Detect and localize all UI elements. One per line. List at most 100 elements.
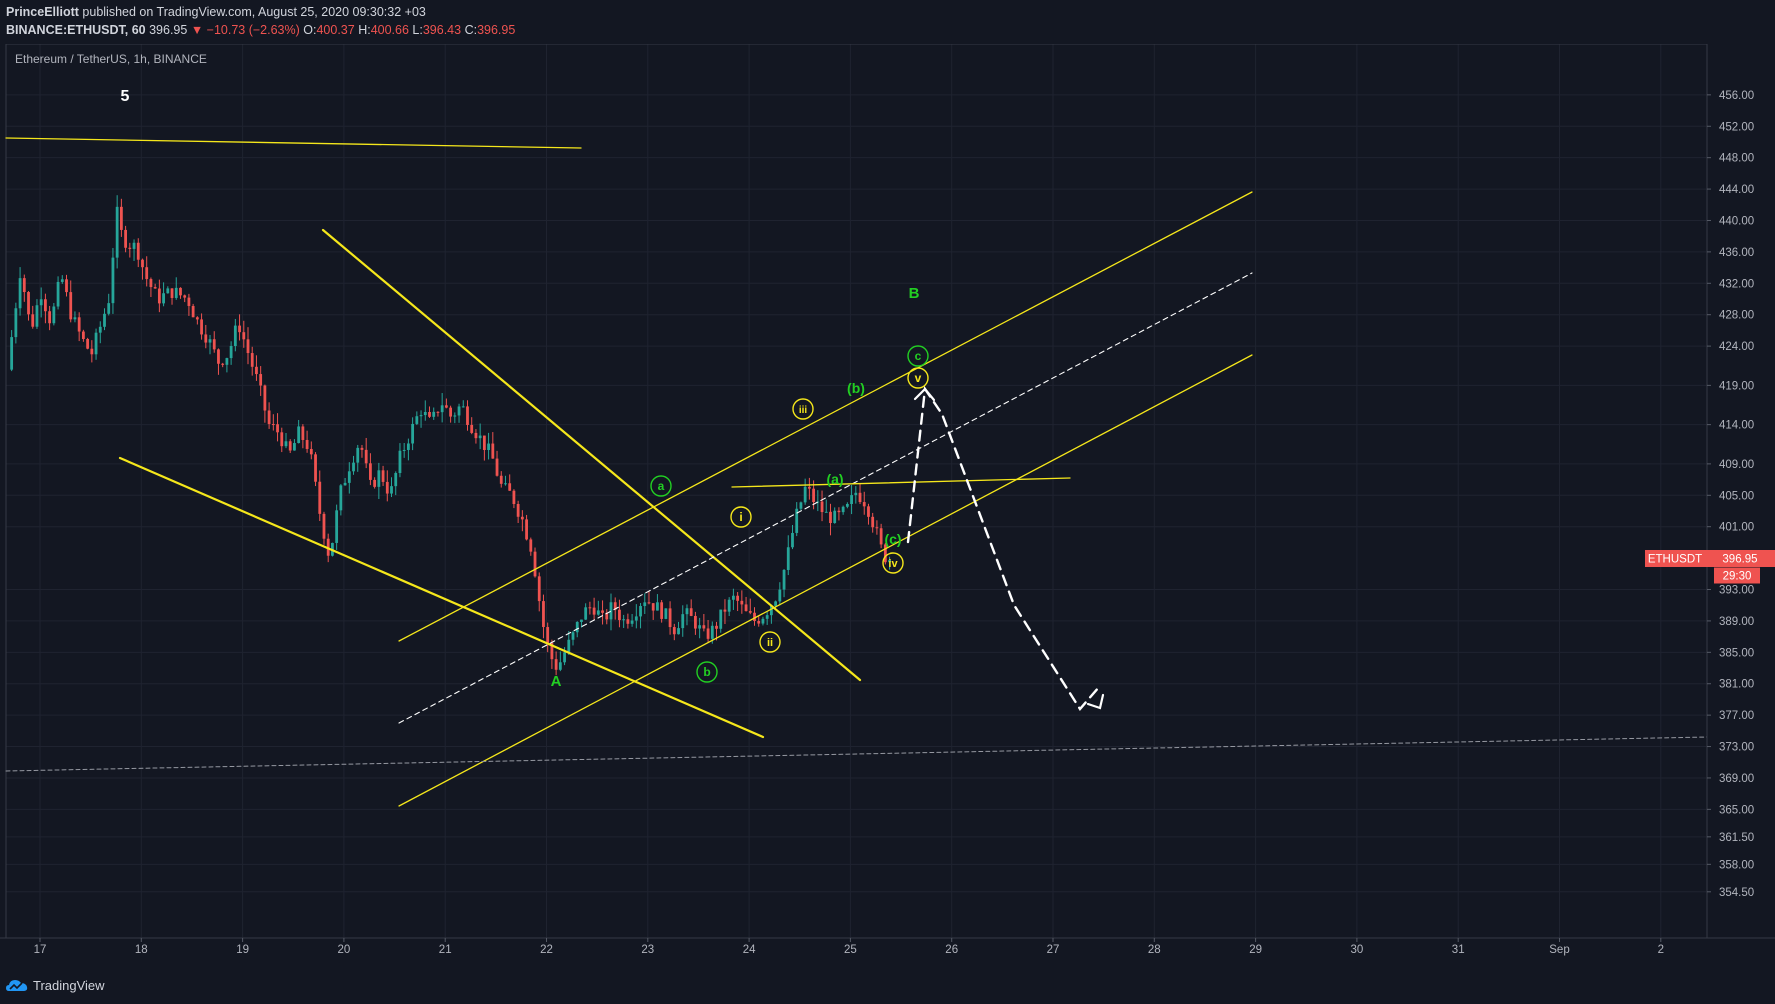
candle-body <box>187 297 191 306</box>
candle-body <box>596 610 600 615</box>
candle-body <box>69 292 73 320</box>
price-tick-label: 448.00 <box>1719 153 1754 165</box>
low-label: L: <box>412 23 423 37</box>
candle-body <box>157 288 161 304</box>
wave-circle-b[interactable]: b <box>696 661 718 683</box>
wave-circle-v[interactable]: v <box>907 367 929 389</box>
candle-body <box>73 317 77 320</box>
candle-body <box>406 443 410 450</box>
candle-body <box>554 659 558 670</box>
candle-body <box>867 506 870 517</box>
candle-body <box>297 426 301 444</box>
price-tick-label: 389.00 <box>1719 616 1754 628</box>
candle-body <box>48 311 52 324</box>
footer-bar: TradingView <box>0 970 1775 1004</box>
time-tick-label: 17 <box>34 944 47 956</box>
candle-body <box>533 551 537 577</box>
plot-frame <box>5 44 1708 939</box>
candle-body <box>715 625 718 629</box>
price-axis[interactable]: 456.00 452.00 448.00 444.00 440.00 436.00 432.… <box>1706 44 1754 938</box>
wave-circle-c-text: c <box>915 349 922 363</box>
falling-wedge-lower-line[interactable] <box>118 456 765 739</box>
wave-circle-ii[interactable]: ii <box>759 631 781 653</box>
wave-circle-iii[interactable]: iii <box>792 398 814 420</box>
time-tick-label: 21 <box>439 944 452 956</box>
candle-body <box>263 385 267 411</box>
candle-body <box>10 337 14 370</box>
channel-upper-line[interactable] <box>398 191 1253 642</box>
channel-lower-line[interactable] <box>398 354 1253 807</box>
price-tick-label: 361.50 <box>1719 832 1754 844</box>
price-chart[interactable]: Ethereum / TetherUS, 1h, BINANCE 5 A B a… <box>0 44 1775 970</box>
candle-body <box>238 325 241 333</box>
candle-body <box>824 511 828 513</box>
candle-body <box>352 462 355 472</box>
candle-body <box>217 349 220 364</box>
wave-label-paren-c[interactable]: (c) <box>884 531 901 547</box>
horizontal-level-line[interactable] <box>731 477 1071 488</box>
candle-body <box>200 319 203 335</box>
candle-body <box>457 406 461 416</box>
long-dashed-support-line[interactable] <box>5 736 1708 772</box>
time-axis[interactable]: 17 18 19 20 21 22 23 24 25 26 27 28 29 30 31 Sep 2 <box>0 937 1775 956</box>
wave-label-5[interactable]: 5 <box>121 88 130 105</box>
brand-name: TradingView <box>33 978 105 993</box>
candle-body <box>453 415 457 417</box>
wave-circle-a[interactable]: a <box>650 475 672 497</box>
channel-median-line[interactable] <box>398 272 1253 724</box>
wave-label-A[interactable]: A <box>551 673 562 690</box>
last-price-label: 396.95 <box>1722 553 1757 565</box>
candle-body <box>550 642 554 660</box>
time-tick-label: 22 <box>540 944 553 956</box>
candle-body <box>360 447 364 450</box>
candle-body <box>727 599 731 612</box>
candle-body <box>22 278 26 293</box>
candle-body <box>44 299 47 312</box>
projection-path[interactable] <box>906 385 1101 712</box>
wave-circle-i[interactable]: i <box>730 506 752 528</box>
time-tick-label: 30 <box>1351 944 1364 956</box>
candle-body <box>166 288 170 294</box>
wave-circle-c[interactable]: c <box>907 345 929 367</box>
candle-body <box>436 411 440 413</box>
price-tick-label: 424.00 <box>1719 341 1754 353</box>
candle-body <box>385 481 389 494</box>
candle-body <box>128 247 132 249</box>
price-tick-label: 405.00 <box>1719 490 1754 502</box>
falling-wedge-upper-line[interactable] <box>321 228 862 682</box>
candle-body <box>153 287 157 289</box>
candle-body <box>284 441 288 447</box>
candle-body <box>499 475 503 484</box>
candle-body <box>694 615 697 629</box>
time-tick-label: 23 <box>641 944 654 956</box>
candle-body <box>428 412 431 417</box>
wave-label-B[interactable]: B <box>909 285 920 302</box>
wave-circle-iv[interactable]: iv <box>882 552 904 574</box>
candle-body <box>883 544 887 563</box>
tradingview-logo[interactable]: TradingView <box>6 978 105 993</box>
wave-label-paren-a[interactable]: (a) <box>826 471 843 487</box>
resistance-trendline[interactable] <box>5 137 582 149</box>
last-price-tag: ETHUSDT 396.95 29:30 <box>1645 549 1775 584</box>
candle-body <box>461 406 465 408</box>
candle-body <box>347 471 351 483</box>
candle-body <box>744 604 748 612</box>
candle-body <box>343 482 347 486</box>
candle-body <box>301 426 305 440</box>
trendline-layer[interactable] <box>5 137 1708 807</box>
candle-body <box>858 492 862 503</box>
price-tick-label: 452.00 <box>1719 121 1754 133</box>
candle-body <box>191 305 195 318</box>
candle-body <box>94 332 98 355</box>
candle-body <box>516 503 520 517</box>
candle-body <box>761 618 765 624</box>
candle-body <box>466 406 469 425</box>
candle-body <box>833 510 837 524</box>
wave-label-paren-b[interactable]: (b) <box>847 380 865 396</box>
elliott-wave-labels[interactable]: 5 A B a b c i ii iii iv <box>121 88 929 690</box>
candle-body <box>753 612 756 622</box>
candle-body <box>335 510 339 543</box>
author-name[interactable]: PrinceElliott <box>6 5 79 19</box>
candle-body <box>119 206 123 230</box>
candle-body <box>31 314 35 327</box>
